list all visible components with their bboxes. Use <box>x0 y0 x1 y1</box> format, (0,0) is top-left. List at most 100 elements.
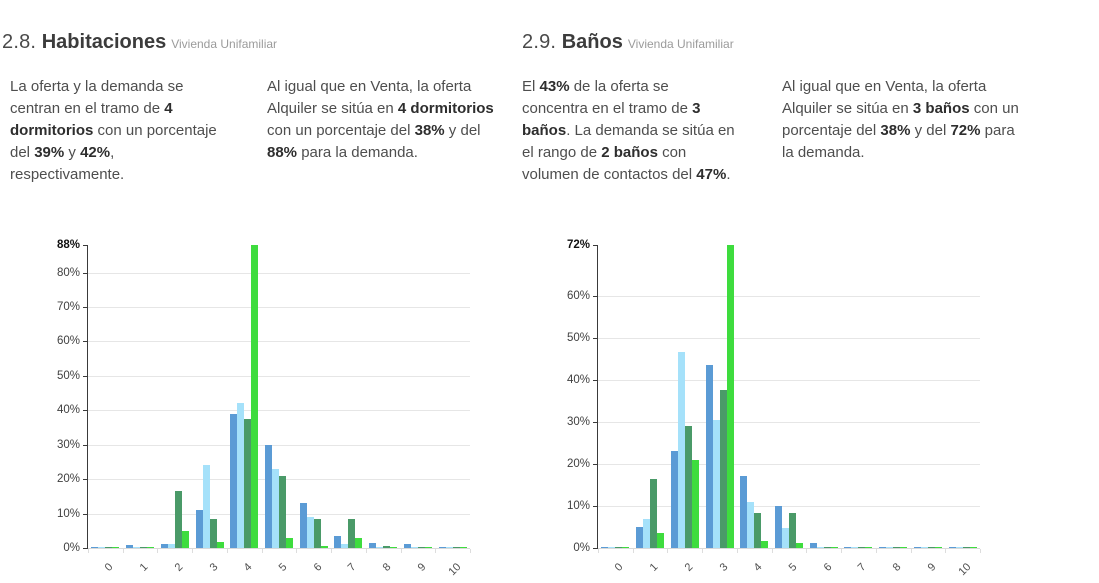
bar-dark-green <box>417 547 425 548</box>
bar-blue <box>948 547 956 548</box>
y-axis-tick <box>593 295 597 297</box>
grid-line <box>598 463 980 465</box>
x-axis-label-text: 10 <box>955 561 974 579</box>
y-axis-tick <box>83 375 87 377</box>
y-axis-line <box>597 245 598 549</box>
y-axis-labels: 0% 10% 20% 30% 40% 50% 60% 70% 80% 88% <box>0 239 80 554</box>
bar-blue <box>705 365 713 548</box>
text-columns: El 43% de la oferta se concentra en el t… <box>522 76 1020 186</box>
x-axis-label-text: 0 <box>103 561 116 574</box>
x-axis-tick <box>296 549 298 553</box>
bar-light-blue <box>133 547 141 548</box>
section-title: Habitaciones <box>41 31 167 53</box>
y-axis-label: 50% <box>566 331 590 344</box>
text-paragraph: El 43% de la oferta se concentra en el t… <box>522 78 735 183</box>
grid-line <box>598 337 980 339</box>
y-axis-label: 20% <box>56 473 80 486</box>
bar-blue <box>740 476 748 548</box>
bar-green <box>865 547 873 548</box>
x-axis-tick <box>875 549 877 553</box>
y-axis-label: 10% <box>56 507 80 520</box>
bar-dark-green <box>927 547 935 548</box>
x-axis-tick <box>226 549 228 553</box>
x-axis-label-text: 2 <box>172 561 186 574</box>
y-axis-label: 10% <box>566 499 590 512</box>
bar-blue <box>670 451 678 548</box>
grid-line <box>88 375 470 377</box>
grid-line <box>598 505 980 507</box>
bar-blue <box>844 547 852 548</box>
y-axis-tick <box>83 272 87 274</box>
x-axis-label-text: 9 <box>925 561 939 574</box>
bar-dark-green <box>858 547 866 548</box>
grid-line <box>598 379 980 381</box>
y-axis-label: 60% <box>56 335 80 348</box>
bar-light-blue <box>376 547 384 548</box>
y-axis-tick <box>83 444 87 446</box>
x-axis-label-text: 7 <box>856 561 869 574</box>
x-axis-label-text: 10 <box>445 561 464 579</box>
x-axis-label-text: 0 <box>613 561 626 574</box>
y-axis-label: 70% <box>56 300 80 313</box>
grid-line <box>88 410 470 412</box>
x-axis-label-text: 4 <box>241 561 255 574</box>
x-axis-line <box>598 548 980 549</box>
plot-area: 0 1 2 3 4 5 6 7 8 9 10 <box>593 245 981 578</box>
bar-blue <box>369 543 377 548</box>
bar-green <box>657 533 665 548</box>
x-axis-tick <box>365 549 367 553</box>
x-axis-label-text: 5 <box>786 561 800 574</box>
bar-light-blue <box>306 517 314 548</box>
bar-green <box>459 547 467 548</box>
section-number: 2.9. <box>522 31 557 53</box>
grid-line <box>88 272 470 274</box>
bar-light-blue <box>643 519 651 548</box>
section-subtitle: Vivienda Unifamiliar <box>171 37 278 51</box>
bar-green <box>355 538 363 548</box>
bar-dark-green <box>209 519 217 548</box>
x-axis-label-text: 6 <box>821 561 835 574</box>
section-banos: 2.9. Baños Vivienda Unifamiliar El 43% de… <box>522 0 1099 583</box>
y-axis-tick <box>593 245 597 246</box>
bar-chart-banos: 0% 10% 20% 30% 40% 50% 60% 72% 0 1 2 3 4 5 6 7 8 9 10 <box>522 236 1022 578</box>
x-axis-label-text: 3 <box>717 561 731 574</box>
bar-green <box>112 547 120 548</box>
grid-line <box>598 295 980 297</box>
x-axis-tick <box>632 549 634 553</box>
bar-light-blue <box>677 352 685 548</box>
bar-blue <box>809 543 817 548</box>
y-axis-label: 50% <box>56 369 80 382</box>
x-axis-tick <box>667 549 669 553</box>
x-axis-label-text: 8 <box>380 561 394 574</box>
x-axis-label-text: 3 <box>207 561 221 574</box>
section-header: 2.8. Habitaciones Vivienda Unifamiliar <box>2 31 277 54</box>
x-axis-tick <box>945 549 947 553</box>
bar-dark-green <box>754 513 762 548</box>
bar-light-blue <box>272 469 279 548</box>
bar-green <box>286 538 293 548</box>
bar-green <box>761 541 769 548</box>
bar-green <box>320 546 328 548</box>
bar-dark-green <box>244 419 252 548</box>
bar-light-blue <box>341 544 349 548</box>
y-axis-tick <box>593 421 597 423</box>
bar-dark-green <box>789 513 796 548</box>
section-subtitle: Vivienda Unifamiliar <box>627 37 734 51</box>
y-axis-tick <box>83 410 87 412</box>
bar-light-blue <box>237 403 245 548</box>
y-axis-tick <box>83 245 87 246</box>
x-axis-tick <box>470 549 471 553</box>
x-axis-label-text: 6 <box>311 561 325 574</box>
bar-dark-green <box>719 390 727 548</box>
bar-dark-green <box>313 519 321 548</box>
x-axis-tick <box>910 549 912 553</box>
bar-light-blue <box>167 544 175 548</box>
x-axis-label-text: 7 <box>346 561 359 574</box>
x-axis-label-text: 4 <box>751 561 765 574</box>
bar-green <box>390 547 398 548</box>
y-axis-tick <box>593 505 597 507</box>
y-axis-line <box>87 245 88 549</box>
bar-dark-green <box>893 547 901 548</box>
y-axis-tick <box>593 548 597 549</box>
x-axis-tick <box>88 549 89 553</box>
